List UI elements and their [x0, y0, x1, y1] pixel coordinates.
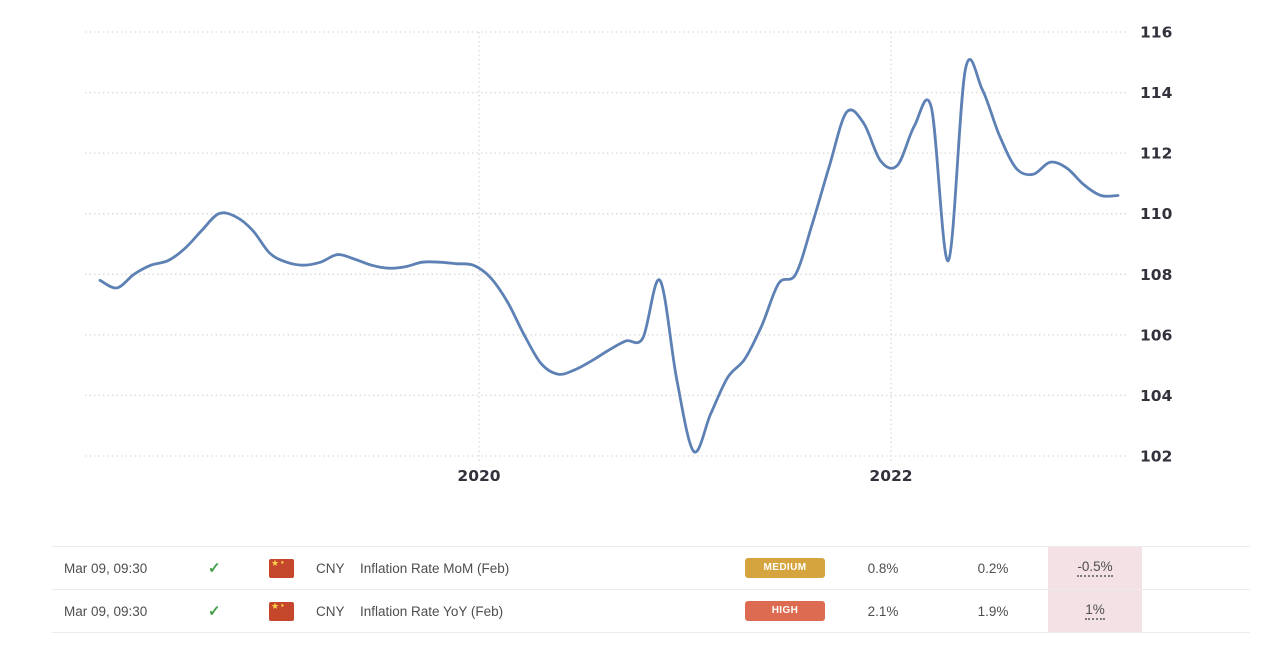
flag-cell: ★ ★ — [246, 558, 314, 578]
flag-star-icon: ★ — [279, 601, 286, 610]
value-1: 0.8% — [867, 560, 899, 576]
svg-text:102: 102 — [1140, 448, 1172, 466]
svg-text:104: 104 — [1140, 387, 1173, 405]
flag-cell: ★ ★ — [246, 601, 314, 621]
event-time: Mar 09, 09:30 — [64, 560, 148, 576]
svg-text:112: 112 — [1140, 145, 1172, 163]
china-flag-icon: ★ ★ — [269, 601, 294, 621]
china-flag-icon: ★ ★ — [269, 558, 294, 578]
value-1: 2.1% — [867, 603, 899, 619]
svg-text:2022: 2022 — [869, 467, 912, 485]
calendar-row[interactable]: Mar 09, 09:30 ✓ ★ ★ CNY Inflation Rate M… — [52, 547, 1250, 590]
economic-calendar-table: Mar 09, 09:30 ✓ ★ ★ CNY Inflation Rate M… — [52, 546, 1250, 633]
svg-text:114: 114 — [1140, 84, 1173, 102]
svg-text:106: 106 — [1140, 326, 1172, 344]
svg-text:108: 108 — [1140, 266, 1172, 284]
svg-text:116: 116 — [1140, 24, 1172, 42]
importance-badge: MEDIUM — [745, 558, 825, 578]
value-highlight[interactable]: 1% — [1085, 602, 1105, 620]
flag-star-icon: ★ — [271, 601, 280, 611]
currency-code: CNY — [316, 560, 345, 576]
event-name[interactable]: Inflation Rate YoY (Feb) — [360, 603, 504, 619]
flag-star-icon: ★ — [271, 558, 280, 568]
importance-badge-cell: MEDIUM — [696, 558, 828, 578]
svg-text:110: 110 — [1140, 205, 1173, 223]
value-2: 1.9% — [977, 603, 1009, 619]
price-index-chart[interactable]: 116 114 112 110 108 106 104 102 2020 2022 — [0, 0, 1278, 505]
svg-text:2020: 2020 — [457, 467, 500, 485]
calendar-row[interactable]: Mar 09, 09:30 ✓ ★ ★ CNY Inflation Rate Y… — [52, 590, 1250, 633]
event-time: Mar 09, 09:30 — [64, 603, 148, 619]
released-check-icon: ✓ — [208, 560, 221, 577]
importance-badge: HIGH — [745, 601, 825, 621]
flag-star-icon: ★ — [279, 558, 286, 567]
value-highlight-cell: -0.5% — [1048, 547, 1142, 589]
released-check-icon: ✓ — [208, 603, 221, 620]
chart-canvas: 116 114 112 110 108 106 104 102 2020 2022 — [85, 24, 1173, 485]
importance-badge-cell: HIGH — [696, 601, 828, 621]
event-name[interactable]: Inflation Rate MoM (Feb) — [360, 560, 510, 576]
value-2: 0.2% — [977, 560, 1009, 576]
currency-code: CNY — [316, 603, 345, 619]
value-highlight-cell: 1% — [1048, 590, 1142, 632]
value-highlight[interactable]: -0.5% — [1077, 559, 1113, 577]
